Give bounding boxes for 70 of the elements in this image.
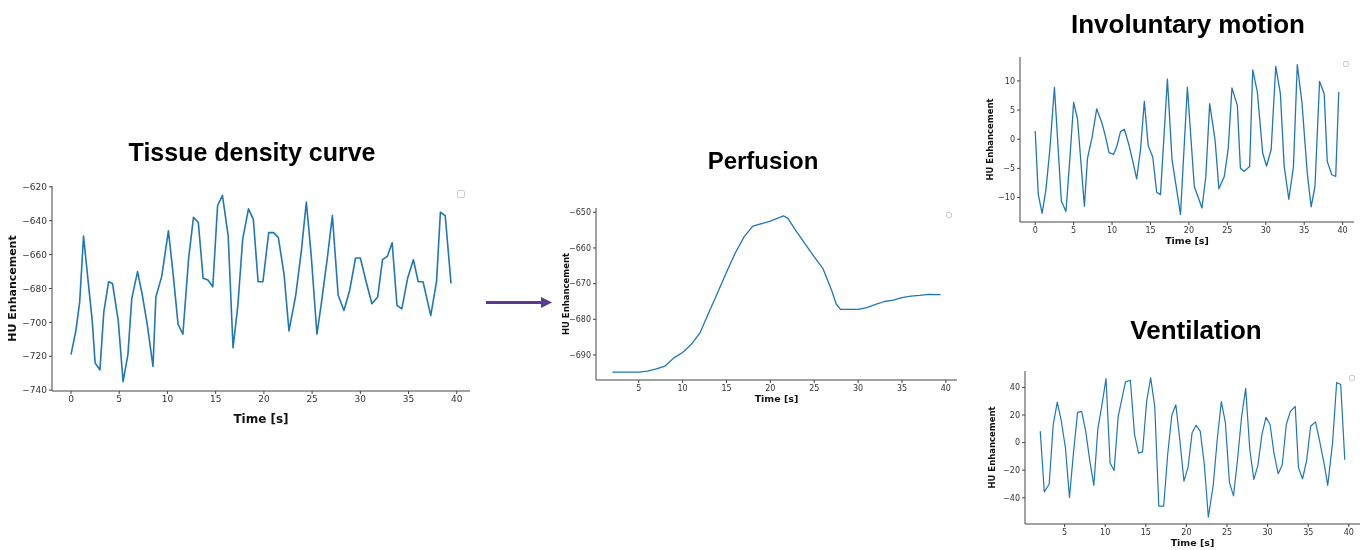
x-tick-label: 15 — [1145, 225, 1156, 235]
x-tick-label: 5 — [116, 394, 123, 405]
x-tick-label: 30 — [354, 394, 367, 405]
y-tick-label: −740 — [22, 385, 48, 396]
x-tick-label: 15 — [721, 383, 732, 393]
y-tick-label: −660 — [569, 243, 591, 253]
x-tick-label: 25 — [1222, 225, 1233, 235]
x-tick-label: 15 — [209, 394, 222, 405]
y-tick-label: −5 — [1003, 164, 1015, 174]
y-tick-label: 10 — [1004, 76, 1015, 86]
x-tick-label: 30 — [853, 383, 864, 393]
x-tick-label: 0 — [68, 394, 75, 405]
y-tick-label: −650 — [569, 208, 591, 218]
x-tick-label: 25 — [306, 394, 318, 405]
chart-title: Ventilation — [1130, 315, 1262, 347]
y-tick-label: −40 — [1003, 493, 1020, 503]
x-axis-title: Time [s] — [754, 393, 799, 404]
chart-title: Tissue density curve — [128, 137, 376, 167]
y-axis-title: HU Enhancement — [984, 98, 995, 181]
y-axis-title: HU Enhancement — [986, 406, 997, 489]
x-tick-label: 10 — [1100, 527, 1111, 537]
y-tick-label: −10 — [998, 193, 1015, 203]
y-tick-label: 0 — [1014, 438, 1020, 448]
x-tick-label: 35 — [896, 383, 908, 393]
x-tick-label: 20 — [1183, 225, 1195, 235]
x-axis-title: Time [s] — [1170, 537, 1215, 548]
x-axis-title: Time [s] — [1165, 235, 1209, 246]
x-axis-title: Time [s] — [233, 412, 289, 426]
y-tick-label: −680 — [22, 283, 48, 294]
x-tick-label: 40 — [940, 383, 951, 393]
x-tick-label: 25 — [809, 383, 820, 393]
line-series — [1034, 63, 1340, 216]
x-tick-label: 30 — [1260, 225, 1271, 235]
x-tick-label: 5 — [636, 383, 642, 393]
x-tick-label: 20 — [258, 394, 270, 405]
x-tick-label: 5 — [1071, 225, 1077, 235]
x-tick-label: 35 — [1303, 527, 1314, 537]
line-series — [70, 194, 452, 383]
y-tick-label: −690 — [569, 350, 591, 360]
y-tick-label: 0 — [1009, 135, 1015, 145]
x-tick-label: 10 — [1106, 225, 1118, 235]
x-tick-label: 25 — [1221, 527, 1233, 537]
x-tick-label: 35 — [1299, 225, 1310, 235]
y-tick-label: −620 — [22, 182, 48, 193]
x-tick-label: 35 — [402, 394, 415, 405]
y-tick-label: −660 — [22, 249, 48, 260]
chart-title: Perfusion — [707, 146, 819, 176]
line-series — [1039, 377, 1346, 518]
x-tick-label: 15 — [1140, 527, 1151, 537]
x-tick-label: 10 — [677, 383, 688, 393]
x-tick-label: 0 — [1032, 225, 1038, 235]
y-tick-label: 5 — [1009, 105, 1015, 115]
x-tick-label: 30 — [1262, 527, 1273, 537]
x-tick-label: 10 — [161, 394, 174, 405]
x-tick-label: 20 — [765, 383, 776, 393]
y-tick-label: −680 — [569, 315, 591, 325]
x-tick-label: 5 — [1062, 527, 1068, 537]
y-tick-label: 20 — [1009, 410, 1020, 420]
y-tick-label: −700 — [22, 317, 48, 328]
y-axis-title: HU Enhancement — [5, 235, 19, 342]
x-tick-label: 20 — [1181, 527, 1192, 537]
y-tick-label: −720 — [22, 351, 48, 362]
line-series — [611, 215, 942, 373]
y-tick-label: −640 — [22, 215, 48, 226]
y-tick-label: −670 — [569, 279, 591, 289]
y-tick-label: −20 — [1003, 466, 1020, 476]
x-tick-label: 40 — [1337, 225, 1348, 235]
x-tick-label: 40 — [1343, 527, 1354, 537]
x-tick-label: 40 — [451, 394, 463, 405]
chart-title: Involuntary motion — [1071, 9, 1305, 41]
